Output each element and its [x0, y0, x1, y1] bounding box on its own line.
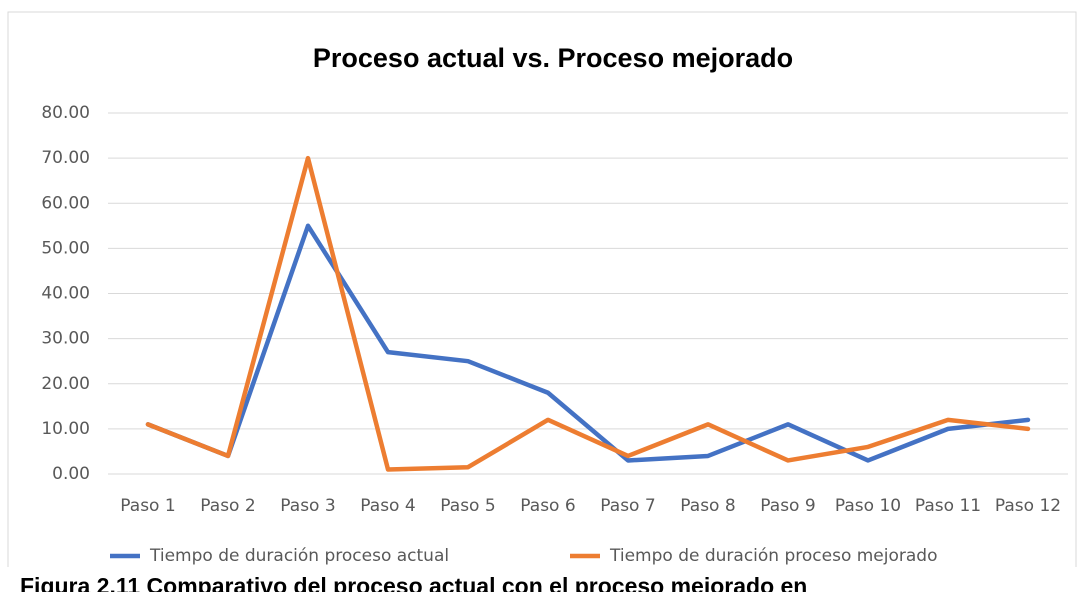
legend-label: Tiempo de duración proceso mejorado: [609, 546, 938, 566]
x-tick-label: Paso 5: [440, 496, 495, 516]
x-tick-label: Paso 12: [995, 496, 1061, 516]
x-tick-label: Paso 8: [680, 496, 735, 516]
series-line: [145, 223, 1031, 463]
caption-box: [0, 567, 1084, 592]
y-tick-label: 70.00: [41, 148, 90, 168]
y-tick-label: 60.00: [41, 193, 90, 213]
x-tick-label: Paso 2: [200, 496, 255, 516]
x-tick-label: Paso 9: [760, 496, 815, 516]
y-tick-label: 80.00: [41, 103, 90, 123]
x-tick-label: Paso 7: [600, 496, 655, 516]
y-tick-label: 30.00: [41, 329, 90, 349]
y-tick-label: 50.00: [41, 238, 90, 258]
x-tick-label: Paso 11: [915, 496, 981, 516]
chart-frame: [7, 11, 1077, 592]
y-tick-label: 10.00: [41, 419, 90, 439]
caption: Figura 2.11 Comparativo del proceso actu…: [20, 573, 807, 592]
legend-label: Tiempo de duración proceso actual: [149, 546, 449, 566]
x-tick-label: Paso 6: [520, 496, 575, 516]
x-tick-label: Paso 4: [360, 496, 415, 516]
y-tick-label: 20.00: [41, 374, 90, 394]
series-line: [145, 155, 1031, 472]
x-tick-label: Paso 1: [120, 496, 175, 516]
x-tick-label: Paso 10: [835, 496, 901, 516]
x-tick-label: Paso 3: [280, 496, 335, 516]
chart-title: Proceso actual vs. Proceso mejorado: [313, 43, 793, 73]
y-tick-label: 0.00: [52, 464, 90, 484]
y-tick-label: 40.00: [41, 284, 90, 304]
